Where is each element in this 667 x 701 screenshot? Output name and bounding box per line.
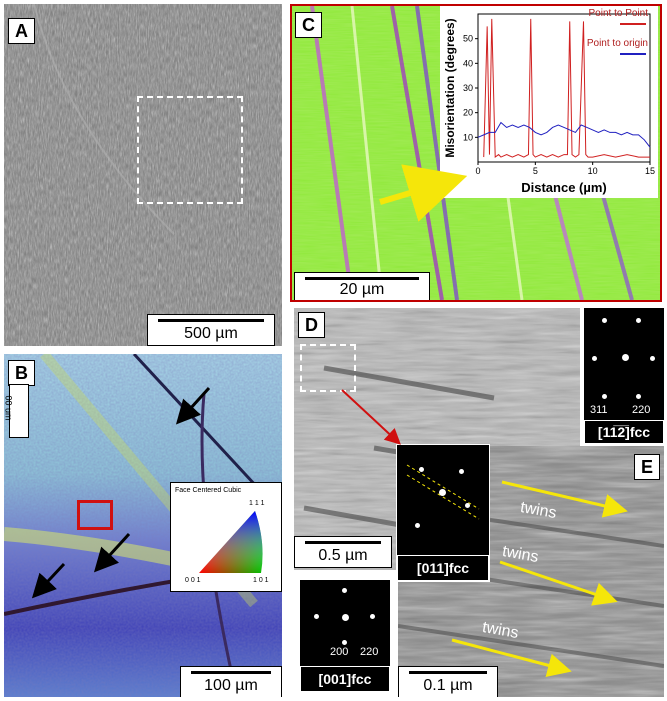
saed-middle: [011]fcc [396, 444, 490, 582]
panel-a-sem: A 500 µm [4, 4, 282, 346]
panel-d-roi [300, 344, 356, 392]
panel-a-label: A [8, 18, 35, 44]
saed-bottom: 200 220 [001]fcc [300, 580, 390, 692]
x-axis-label: Distance (µm) [521, 180, 607, 195]
panel-a-roi [137, 96, 243, 204]
saed-top-zone-label: [11̅2̅]fcc [584, 420, 664, 444]
panel-b-ebsd: B 00 um Face Centered Cubic 1 1 1 0 0 1 … [4, 354, 282, 697]
misorientation-chart: 0 5 10 15 10 20 30 40 50 Distance (µm) Misorientat… [440, 6, 658, 198]
series-line-point-to-origin [477, 121, 651, 148]
y-tick-label: 20 [463, 108, 473, 118]
panel-e-label: E [634, 454, 661, 480]
series-line-point-to-point [483, 18, 650, 159]
panel-b-ipf-legend: Face Centered Cubic 1 1 1 0 0 1 1 0 1 [170, 482, 282, 592]
panel-e-tem: E twins twins twins 0.1 µm [398, 446, 664, 697]
panel-d-label: D [298, 312, 325, 338]
legend-label: Point to Point [589, 8, 649, 19]
panel-b-vertical-scale: 00 um [4, 384, 29, 438]
panel-d-scalebar: 0.5 µm [294, 536, 392, 568]
panel-b-scalebar: 100 µm [180, 666, 282, 697]
panel-e-arrows [451, 480, 628, 678]
panel-d-red-arrow [341, 389, 401, 445]
x-tick-label: 10 [588, 166, 598, 176]
y-tick-label: 40 [463, 58, 473, 68]
panel-d-tem: D 0.5 µm [294, 308, 580, 570]
saed-middle-zone-label: [011]fcc [397, 555, 489, 581]
x-tick-label: 0 [475, 166, 480, 176]
y-tick-label: 10 [463, 132, 473, 142]
saed-bottom-zone-label: [001]fcc [300, 666, 390, 692]
panel-e-scalebar: 0.1 µm [398, 666, 498, 697]
panel-c-scalebar: 20 µm [294, 272, 430, 300]
x-tick-label: 15 [645, 166, 655, 176]
y-tick-label: 30 [463, 83, 473, 93]
panel-b-roi [77, 500, 113, 530]
panel-a-scalebar: 500 µm [147, 314, 275, 346]
plot-frame [477, 13, 651, 163]
y-axis-label: Misorientation (degrees) [443, 18, 457, 157]
panel-c-label: C [295, 12, 322, 38]
x-tick-label: 5 [533, 166, 538, 176]
panel-b-arrows [31, 386, 211, 599]
legend-label: Point to origin [587, 38, 648, 49]
y-tick-label: 50 [463, 34, 473, 44]
saed-top-right: 311 220 [11̅2̅]fcc [584, 308, 664, 444]
panel-b-label: B [8, 360, 35, 386]
panel-c-ebsd: C 0 5 10 15 10 20 30 40 50 Distance (µm) Misorient… [290, 4, 662, 302]
ipf-triangle [199, 511, 263, 573]
panel-a-image [4, 4, 282, 346]
